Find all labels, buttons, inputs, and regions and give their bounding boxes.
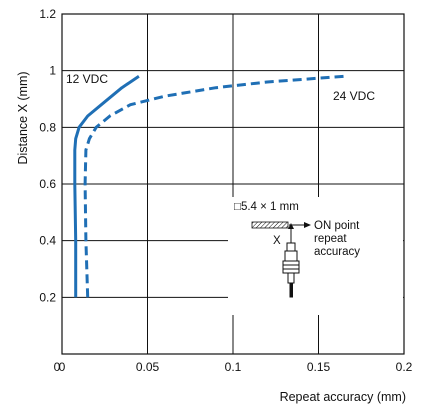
series-line-24vdc (83, 74, 345, 298)
y-tick-label: 0.6 (39, 177, 56, 191)
x-axis-label: Repeat accuracy (mm) (280, 390, 406, 404)
sensor-inset: □5.4 × 1 mm X ON point repeat accuracy (228, 197, 403, 315)
x-arrow-head-icon (288, 223, 294, 229)
inset-note-line-2: repeat (314, 233, 347, 245)
inset-note-line-3: accuracy (314, 246, 360, 258)
series-line-12vdc (73, 75, 140, 298)
inset-note-line-1: ON point (314, 220, 360, 232)
origin-tick-label: 0 (54, 360, 61, 374)
x-tick-label: 0.05 (136, 360, 160, 374)
x-tick-label: 0.15 (307, 360, 331, 374)
y-tick-label: 0.4 (39, 234, 56, 248)
x-tick-label: 0.1 (225, 360, 242, 374)
inset-background (228, 197, 403, 315)
x-tick-label: 0 (59, 360, 66, 374)
inset-target-label: □5.4 × 1 mm (234, 201, 299, 213)
series-layer (73, 74, 345, 298)
label-layer: Repeat accuracy (mm) Distance X (mm) 12 … (16, 71, 406, 404)
y-tick-label: 1 (49, 64, 56, 78)
x-tick-label: 0.2 (396, 360, 413, 374)
y-tick-label: 0.2 (39, 290, 56, 304)
series-label-12vdc: 12 VDC (66, 72, 108, 86)
inset-axis-label: X (273, 235, 281, 247)
on-point-arrow-head-icon (304, 222, 311, 228)
target-plate-icon (251, 221, 289, 229)
grid: 0 0.05 0.1 0.15 0.2 0.2 0.4 0.6 0.8 1 1.2 0 (39, 7, 412, 374)
y-tick-label: 0.8 (39, 120, 56, 134)
y-axis-label: Distance X (mm) (16, 71, 30, 164)
series-label-24vdc: 24 VDC (333, 89, 375, 103)
proximity-sensor-icon (282, 242, 300, 298)
y-tick-label: 1.2 (39, 7, 56, 21)
